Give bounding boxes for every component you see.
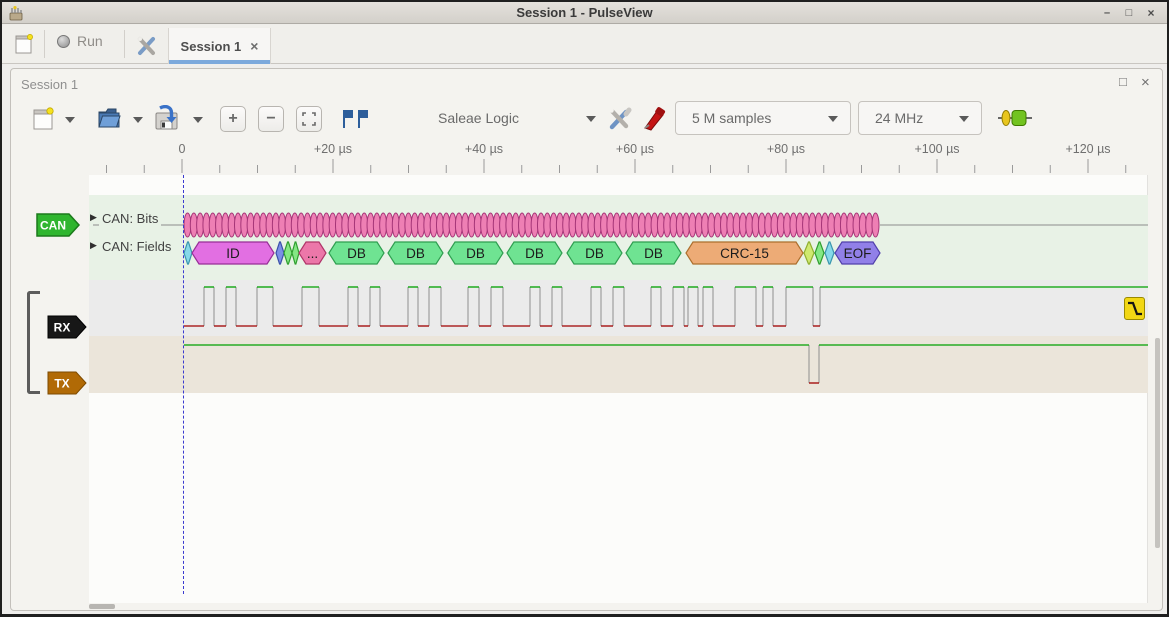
run-label: Run	[77, 33, 103, 49]
close-button[interactable]: ×	[1147, 6, 1155, 20]
horizontal-scrollbar[interactable]	[89, 604, 115, 609]
device-caret-icon	[586, 116, 596, 122]
zoom-in-button[interactable]: +	[220, 106, 246, 132]
tab-active-indicator	[169, 60, 270, 64]
run-button[interactable]: Run	[57, 33, 103, 49]
svg-text:ID: ID	[226, 246, 240, 261]
sample-count-caret-icon	[828, 116, 838, 122]
toolbar-separator	[124, 30, 125, 58]
svg-text:+100 µs: +100 µs	[914, 142, 959, 156]
window-title: Session 1 - PulseView	[516, 5, 653, 20]
logic-waveforms[interactable]	[89, 273, 1148, 398]
expand-fields-icon[interactable]: ▶	[90, 240, 97, 250]
zoom-to-flags-button[interactable]	[340, 107, 370, 136]
svg-text:CRC-15: CRC-15	[720, 246, 769, 261]
svg-text:+80 µs: +80 µs	[767, 142, 805, 156]
decoder-lane-background	[89, 195, 1148, 280]
zoom-out-button[interactable]: −	[258, 106, 284, 132]
svg-text:DB: DB	[347, 246, 366, 261]
svg-text:+40 µs: +40 µs	[465, 142, 503, 156]
toolbar-separator	[44, 30, 45, 58]
svg-text:0: 0	[179, 142, 186, 156]
add-decoder-button[interactable]	[998, 108, 1032, 133]
svg-text:DB: DB	[466, 246, 485, 261]
decoder-tag-can[interactable]: CAN	[36, 213, 81, 237]
row-label-can-bits: CAN: Bits	[99, 211, 162, 226]
tab-close-icon[interactable]: ×	[250, 38, 259, 54]
new-file-icon	[15, 34, 33, 54]
svg-text:+20 µs: +20 µs	[314, 142, 352, 156]
falling-edge-glyph	[1128, 301, 1142, 316]
svg-text:+120 µs: +120 µs	[1065, 142, 1110, 156]
decoder-signal-icon	[998, 110, 1032, 126]
open-button[interactable]	[96, 105, 122, 136]
session-maximize-button[interactable]: □	[1119, 74, 1127, 89]
svg-text:CAN: CAN	[40, 219, 66, 233]
sample-count-value: 5 M samples	[692, 110, 772, 126]
workspace: Session 1 □ ×	[2, 64, 1167, 614]
save-button[interactable]	[153, 104, 180, 136]
row-label-can-fields: CAN: Fields	[99, 239, 175, 254]
rx-lane-background	[89, 280, 1148, 336]
wrench-screwdriver-icon	[609, 107, 632, 130]
new-view-caret-icon[interactable]	[65, 117, 75, 123]
open-folder-icon	[98, 108, 121, 128]
svg-text:RX: RX	[54, 321, 71, 335]
tab-label: Session 1	[180, 38, 242, 54]
svg-text:TX: TX	[54, 377, 69, 391]
channel-group-bracket[interactable]	[27, 291, 40, 394]
tools-icon	[138, 37, 155, 55]
device-config-button[interactable]	[605, 105, 633, 137]
flags-icon	[343, 110, 368, 128]
minimize-button[interactable]: –	[1103, 7, 1111, 19]
svg-text:DB: DB	[525, 246, 544, 261]
save-caret-icon[interactable]	[193, 117, 203, 123]
save-icon	[155, 104, 178, 130]
svg-text:DB: DB	[644, 246, 663, 261]
zoom-fit-icon	[302, 112, 316, 126]
svg-text:+60 µs: +60 µs	[616, 142, 654, 156]
maximize-button[interactable]: □	[1125, 7, 1133, 19]
time-ruler[interactable]: 0 +20 µs +40 µs +60 µs +80 µs +100 µs +120 µs	[89, 139, 1148, 175]
sample-rate-select[interactable]: 24 MHz	[858, 101, 982, 135]
session-window-title: Session 1	[21, 77, 79, 92]
device-select[interactable]: Saleae Logic	[438, 102, 608, 136]
main-toolbar: Run Session 1 ×	[2, 25, 1167, 64]
settings-button[interactable]	[134, 33, 159, 62]
svg-text:DB: DB	[585, 246, 604, 261]
probe-icon	[644, 107, 666, 131]
app-icon	[9, 6, 23, 21]
device-name: Saleae Logic	[438, 110, 519, 126]
sample-rate-value: 24 MHz	[875, 110, 924, 126]
open-caret-icon[interactable]	[133, 117, 143, 123]
expand-bits-icon[interactable]: ▶	[90, 212, 97, 222]
new-view-icon	[33, 107, 54, 130]
can-decoder-rows[interactable]: ID... DB DB DB DB DB DB CRC-15 EOF	[89, 195, 1148, 280]
new-session-button[interactable]	[14, 33, 34, 60]
sample-count-select[interactable]: 5 M samples	[675, 101, 851, 135]
trace-view[interactable]: ID... DB DB DB DB DB DB CRC-15 EOF ▶ ▶ CAN: Bits…	[89, 175, 1148, 603]
trigger-marker-icon[interactable]	[1124, 297, 1145, 320]
channel-tag-tx[interactable]: TX	[47, 371, 88, 395]
run-state-icon	[57, 34, 70, 48]
svg-text:DB: DB	[406, 246, 425, 261]
new-view-button[interactable]	[31, 105, 55, 136]
time-cursor[interactable]	[183, 175, 184, 594]
probe-config-button[interactable]	[641, 105, 669, 137]
titlebar[interactable]: Session 1 - PulseView – □ ×	[2, 2, 1167, 24]
sample-rate-caret-icon	[959, 116, 969, 122]
channel-tag-rx[interactable]: RX	[47, 315, 88, 339]
tab-session-1[interactable]: Session 1 ×	[168, 28, 271, 64]
session-subwindow: Session 1 □ ×	[10, 68, 1163, 611]
svg-text:EOF: EOF	[844, 246, 872, 261]
svg-text:...: ...	[307, 246, 318, 261]
vertical-scrollbar[interactable]	[1155, 338, 1160, 548]
session-close-button[interactable]: ×	[1141, 74, 1150, 91]
zoom-fit-button[interactable]	[296, 106, 322, 132]
